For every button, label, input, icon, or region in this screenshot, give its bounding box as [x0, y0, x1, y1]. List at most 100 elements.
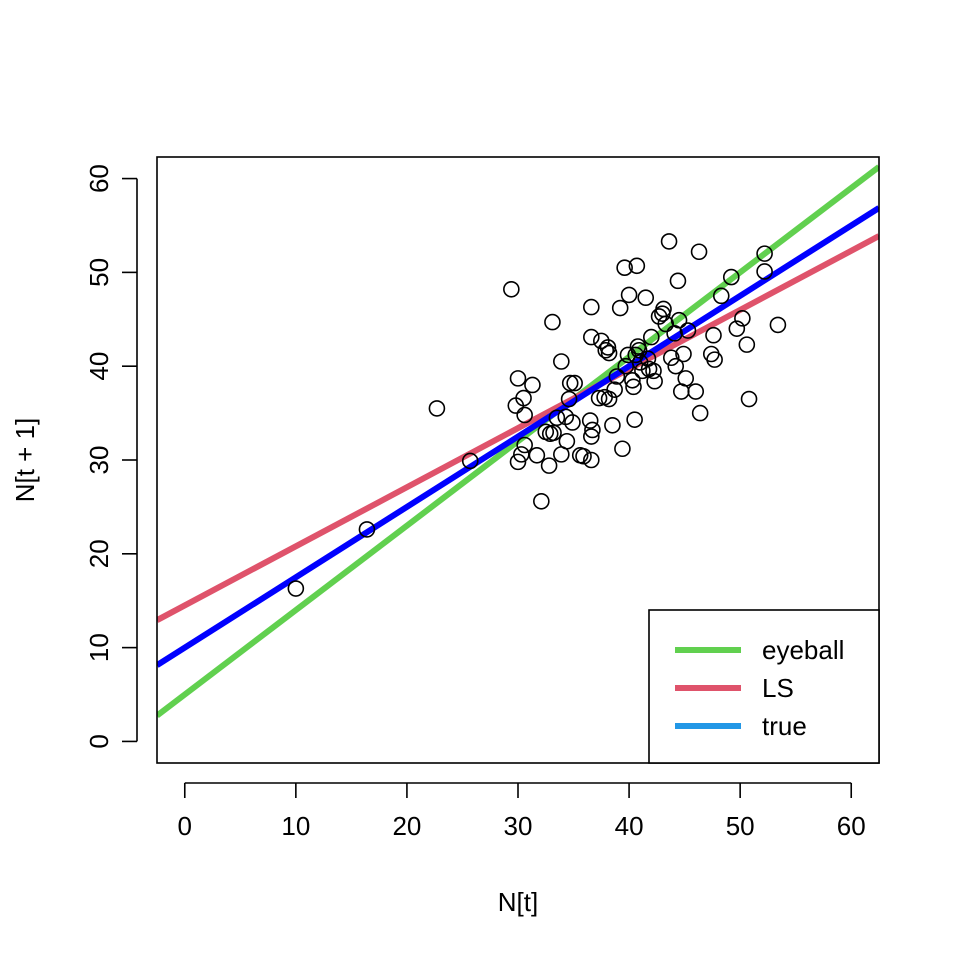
data-point: [566, 374, 583, 392]
data-point: [630, 341, 648, 359]
data-point: [624, 371, 641, 389]
x-axis-label: N[t]: [498, 887, 538, 917]
data-point: [740, 390, 758, 408]
data-point: [533, 492, 550, 510]
data-point: [428, 400, 446, 417]
data-point: [625, 378, 642, 396]
data-point: [557, 408, 575, 426]
data-point: [584, 421, 601, 439]
data-point: [702, 345, 720, 363]
data-point: [553, 353, 570, 370]
data-point: [669, 272, 687, 290]
x-tick-label: 40: [615, 811, 644, 841]
data-point: [616, 259, 633, 276]
data-point: [544, 313, 561, 331]
data-point: [583, 328, 600, 346]
data-point: [667, 357, 685, 375]
data-point: [645, 362, 662, 380]
data-point: [581, 412, 599, 429]
data-point: [637, 289, 655, 307]
plot-frame: [156, 156, 880, 764]
data-point: [722, 268, 740, 286]
data-point: [619, 346, 637, 364]
data-point: [287, 580, 305, 597]
data-point: [690, 243, 708, 261]
data-point: [728, 320, 746, 337]
data-point: [583, 298, 600, 316]
data-point: [599, 339, 617, 356]
data-point: [461, 452, 479, 470]
y-tick-label: 50: [84, 258, 114, 287]
data-point: [509, 370, 527, 387]
line-ls: [157, 233, 879, 623]
data-point: [712, 287, 730, 305]
data-point: [606, 381, 623, 398]
data-point: [600, 390, 618, 408]
data-point: [769, 316, 787, 334]
x-tick-label: 50: [726, 811, 755, 841]
data-point: [540, 457, 558, 474]
y-tick-label: 40: [84, 352, 114, 381]
y-axis-label: N[t + 1]: [10, 418, 40, 503]
data-point: [583, 451, 600, 469]
data-point: [631, 354, 649, 371]
data-point: [646, 372, 663, 390]
data-point: [515, 389, 532, 407]
data-point: [626, 411, 643, 428]
x-tick-label: 30: [504, 811, 533, 841]
legend: eyeball LS true: [648, 609, 880, 764]
x-tick-label: 0: [178, 811, 192, 841]
data-point: [734, 310, 751, 327]
data-point: [738, 336, 756, 353]
y-tick-label: 60: [84, 164, 114, 193]
data-point: [611, 299, 629, 317]
data-point: [677, 370, 695, 387]
data-point: [597, 341, 615, 359]
data-point: [516, 406, 533, 424]
line-true: [157, 205, 879, 668]
data-point: [687, 383, 705, 400]
x-axis: 0 10 20 30 40 50 60: [178, 782, 866, 841]
data-point: [600, 344, 618, 362]
y-tick-label: 10: [84, 633, 114, 662]
y-tick-label: 0: [84, 734, 114, 748]
legend-label: true: [762, 711, 807, 741]
data-point: [642, 328, 660, 346]
data-point: [548, 409, 566, 427]
data-point: [560, 390, 578, 408]
data-point: [662, 349, 680, 367]
data-point: [614, 440, 631, 458]
data-point: [705, 326, 722, 344]
data-point: [660, 233, 678, 250]
data-point: [691, 404, 709, 422]
data-point: [608, 368, 626, 385]
data-point: [756, 245, 773, 262]
data-point: [670, 311, 688, 329]
data-point: [620, 286, 638, 304]
data-point: [516, 436, 533, 454]
data-points: [287, 233, 787, 597]
data-point: [524, 376, 541, 394]
data-point: [756, 263, 773, 280]
data-point: [564, 414, 581, 431]
x-tick-label: 60: [837, 811, 866, 841]
y-axis: 0 10 20 30 40 50 60: [84, 164, 138, 749]
x-tick-label: 20: [392, 811, 421, 841]
data-point: [528, 447, 546, 464]
data-point: [561, 374, 579, 392]
data-point: [509, 453, 527, 471]
x-tick-label: 10: [281, 811, 310, 841]
data-point: [679, 322, 697, 339]
data-point: [583, 428, 600, 445]
data-point: [706, 351, 723, 368]
data-point: [558, 432, 576, 450]
data-point: [604, 416, 621, 434]
data-point: [590, 389, 608, 407]
data-point: [675, 345, 692, 363]
y-tick-label: 30: [84, 446, 114, 475]
legend-label: eyeball: [762, 635, 844, 665]
legend-label: LS: [762, 673, 794, 703]
data-point: [575, 447, 592, 465]
y-tick-label: 20: [84, 539, 114, 568]
